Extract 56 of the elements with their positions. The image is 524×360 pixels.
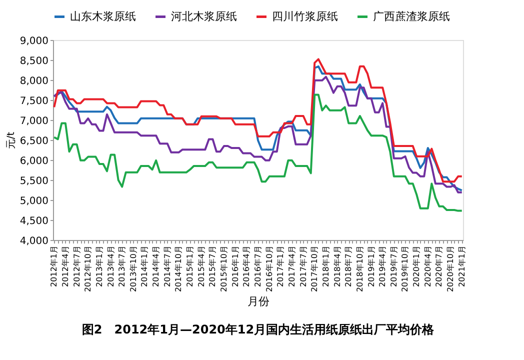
x-tick-label: 2014年4月 <box>152 246 161 287</box>
y-tick-label: 5,000 <box>20 196 48 208</box>
legend-label: 四川竹浆原纸 <box>272 10 338 23</box>
x-tick-label: 2014年7月 <box>162 246 172 287</box>
y-tick-label: 4,500 <box>20 216 48 228</box>
x-tick-label: 2016年1月 <box>230 246 240 287</box>
x-tick-label: 2018年7月 <box>344 246 354 287</box>
y-tick-label: 8,000 <box>20 76 48 88</box>
x-tick-label: 2013年4月 <box>106 246 116 287</box>
x-tick-label: 2014年10月 <box>174 246 184 292</box>
x-tick-label: 2016年10月 <box>264 246 274 292</box>
legend-label: 河北木浆原纸 <box>171 10 237 23</box>
x-tick-label: 2017年1月 <box>276 246 286 287</box>
y-tick-label: 9,000 <box>20 36 48 48</box>
x-tick-label: 2018年1月 <box>321 246 330 287</box>
x-tick-label: 2018年10月 <box>355 246 364 292</box>
x-tick-label: 2016年4月 <box>242 246 252 287</box>
x-tick-label: 2012年1月 <box>50 246 59 287</box>
x-tick-label: 2019年10月 <box>400 246 410 292</box>
x-tick-label: 2012年10月 <box>84 246 93 292</box>
x-tick-label: 2017年4月 <box>287 246 296 287</box>
y-tick-label: 4,000 <box>20 236 48 248</box>
text: 图2 2012年1月—2020年12月国内生活用纸原纸出厂平均价格 <box>82 322 436 337</box>
x-tick-label: 2012年4月 <box>60 246 70 287</box>
line-series <box>53 94 463 212</box>
x-tick-label: 2012年7月 <box>72 246 82 287</box>
x-tick-label: 2013年1月 <box>94 246 104 287</box>
y-tick-label: 6,000 <box>20 156 48 168</box>
x-tick-label: 2019年4月 <box>378 246 388 287</box>
x-tick-label: 2020年1月 <box>412 246 422 287</box>
x-tick-label: 2020年7月 <box>434 246 444 287</box>
legend-label: 广西蔗渣浆原纸 <box>373 10 450 23</box>
y-tick-label: 7,000 <box>20 116 48 128</box>
y-tick-label: 8,500 <box>20 56 48 68</box>
x-tick-label: 2017年10月 <box>310 246 320 292</box>
legend-label: 山东木浆原纸 <box>70 10 136 23</box>
y-axis-title: 元/t <box>6 132 17 150</box>
x-axis-title: 月份 <box>248 295 270 308</box>
x-tick-label: 2015年4月 <box>196 246 206 287</box>
y-tick-label: 7,500 <box>20 96 48 108</box>
x-tick-label: 2017年7月 <box>298 246 308 287</box>
x-tick-label: 2019年7月 <box>389 246 398 287</box>
x-tick-label: 2016年7月 <box>254 246 262 287</box>
x-tick-label: 2019年1月 <box>366 246 376 287</box>
x-tick-label: 2018年4月 <box>332 246 342 287</box>
x-tick-label: 2020年4月 <box>423 246 432 287</box>
x-tick-label: 2014年1月 <box>140 246 150 287</box>
y-tick-label: 6,500 <box>20 136 48 148</box>
x-tick-label: 2015年10月 <box>220 246 229 292</box>
x-tick-label: 2013年10月 <box>128 246 138 292</box>
x-tick-label: 2021年1月 <box>457 246 466 287</box>
x-tick-label: 2015年1月 <box>186 246 195 287</box>
x-tick-label: 2015年7月 <box>208 246 218 287</box>
x-tick-label: 2013年7月 <box>118 246 127 287</box>
y-tick-label: 5,500 <box>20 176 48 188</box>
x-tick-label: 2020年10月 <box>446 246 456 292</box>
